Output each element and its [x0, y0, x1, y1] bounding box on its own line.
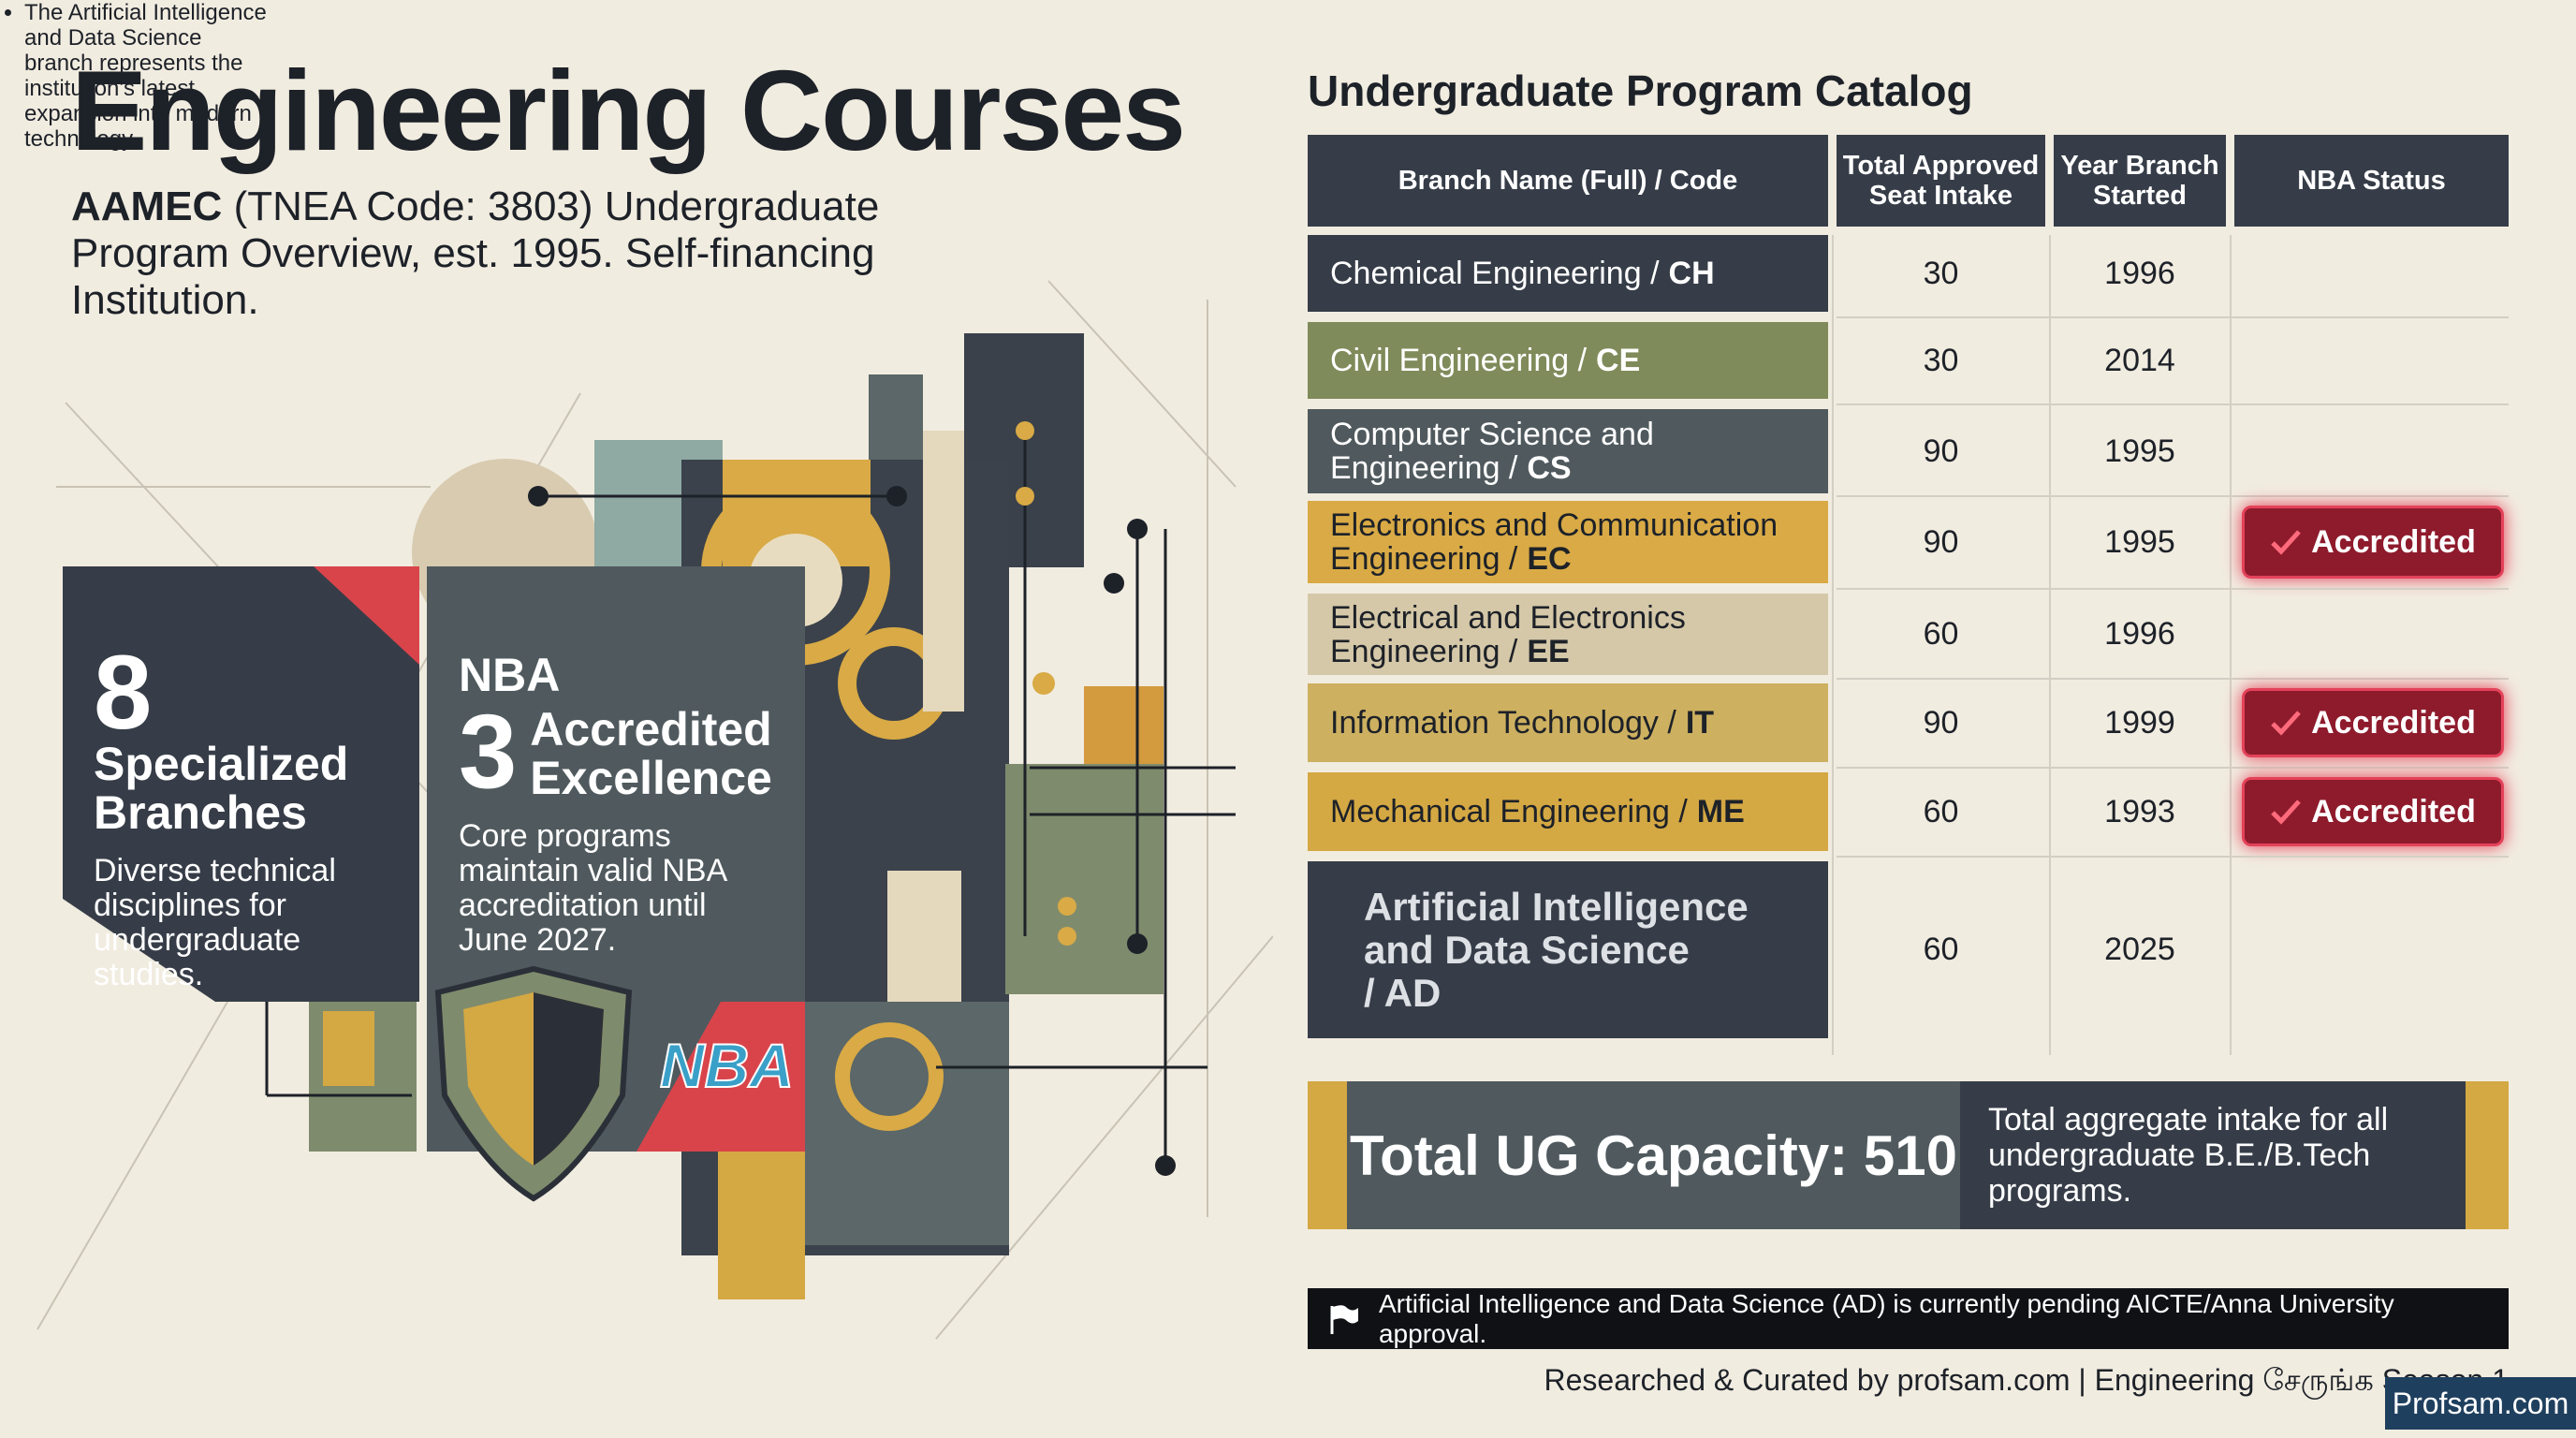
- branch-name: Artificial Intelligence and Data Science…: [1308, 861, 1828, 1038]
- check-icon: [2271, 800, 2301, 825]
- institution: AAMEC: [71, 183, 223, 229]
- year-started: 2025: [2104, 932, 2175, 967]
- branch-label: Mechanical Engineering / ME: [1330, 795, 1745, 829]
- branch-name: Electrical and Electronics Engineering /…: [1308, 594, 1828, 675]
- year-started: 1999: [2104, 704, 2175, 741]
- card-heading: Accredited Excellence: [530, 703, 772, 804]
- nba-badge: Accredited: [2242, 506, 2504, 579]
- branch-full-name: Computer Science and Engineering /: [1330, 417, 1654, 486]
- branch-full-name: Information Technology /: [1330, 705, 1676, 741]
- branch-name: Mechanical Engineering / ME: [1308, 772, 1828, 851]
- branch-name: Computer Science and Engineering / CS: [1308, 409, 1828, 493]
- row-line: [1837, 856, 2509, 858]
- branch-label: Information Technology / IT: [1330, 706, 1714, 740]
- branches-card: 8 Specialized Branches Diverse technical…: [94, 634, 402, 992]
- branch-code: EC: [1527, 541, 1572, 577]
- row-line: [1837, 404, 2509, 405]
- total-box: Total UG Capacity: 510 Total aggregate i…: [1308, 1081, 2509, 1229]
- seat-intake: 30: [1923, 342, 1959, 378]
- divider: [2230, 235, 2232, 1055]
- card-number: 8: [94, 634, 153, 751]
- branch-note: The Artificial Intelligence and Data Sci…: [0, 0, 267, 158]
- branch-code: CS: [1527, 450, 1572, 486]
- branch-full-name: Mechanical Engineering /: [1330, 794, 1688, 829]
- column-header: Total Approved Seat Intake: [1837, 135, 2045, 227]
- branch-code: AD: [1383, 970, 1442, 1015]
- branch-full-name: Civil Engineering /: [1330, 343, 1588, 378]
- branch-label: Computer Science and Engineering / CS: [1330, 418, 1828, 485]
- branch-code: CH: [1668, 256, 1715, 291]
- seat-intake: 60: [1923, 793, 1959, 829]
- branch-name: Chemical Engineering / CH: [1308, 235, 1828, 312]
- branch-code: EE: [1527, 633, 1570, 669]
- total-text: Total aggregate intake for all undergrad…: [1960, 1081, 2466, 1229]
- seat-intake: 30: [1923, 255, 1959, 291]
- row-line: [1837, 495, 2509, 497]
- branch-label: Chemical Engineering / CH: [1330, 257, 1715, 290]
- column-header: NBA Status: [2234, 135, 2509, 227]
- branch-code: ME: [1696, 794, 1745, 829]
- column-header: Branch Name (Full) / Code: [1308, 135, 1828, 227]
- branch-code: CE: [1596, 343, 1641, 378]
- divider: [1832, 235, 1834, 1055]
- seat-intake: 60: [1923, 932, 1959, 967]
- flag-icon: [1330, 1304, 1358, 1334]
- subtitle-text: (TNEA Code: 3803) Undergraduate Program …: [71, 183, 880, 323]
- card-text: Diverse technical disciplines for underg…: [94, 853, 336, 992]
- row-line: [1837, 678, 2509, 680]
- nba-logo: NBA: [659, 1030, 795, 1101]
- year-started: 1993: [2104, 793, 2175, 829]
- seat-intake: 90: [1923, 704, 1959, 741]
- branch-name: Civil Engineering / CE: [1308, 322, 1828, 399]
- branch-name: Information Technology / IT: [1308, 683, 1828, 762]
- subtitle: AAMEC (TNEA Code: 3803) Undergraduate Pr…: [71, 183, 970, 324]
- branch-full-name: Artificial Intelligence and Data Science…: [1364, 884, 1749, 1015]
- brand-badge: Profsam.com: [2385, 1377, 2576, 1430]
- card-number: 3: [459, 693, 518, 810]
- page-title: Engineering Courses: [71, 47, 1186, 174]
- card-heading: Specialized Branches: [94, 738, 349, 839]
- branch-full-name: Electronics and Communication Engineerin…: [1330, 507, 1778, 577]
- notice-bar: Artificial Intelligence and Data Science…: [1308, 1288, 2509, 1349]
- nba-badge: Accredited: [2242, 777, 2504, 846]
- row-line: [1837, 588, 2509, 590]
- column-header: Year Branch Started: [2054, 135, 2226, 227]
- decorative-art: [37, 280, 1273, 1340]
- row-line: [1837, 767, 2509, 769]
- note-text: The Artificial Intelligence and Data Sci…: [24, 0, 267, 152]
- nba-badge: Accredited: [2242, 688, 2504, 757]
- total-label: Total UG Capacity: 510: [1347, 1081, 1960, 1229]
- branch-full-name: Electrical and Electronics Engineering /: [1330, 599, 1686, 669]
- branch-name: Electronics and Communication Engineerin…: [1308, 501, 1828, 583]
- credit: Researched & Curated by profsam.com | En…: [1544, 1363, 2509, 1397]
- check-icon: [2271, 530, 2301, 555]
- seat-intake: 60: [1923, 616, 1959, 652]
- branch-full-name: Chemical Engineering /: [1330, 256, 1660, 291]
- year-started: 1995: [2104, 523, 2175, 560]
- year-started: 1996: [2104, 616, 2175, 652]
- check-icon: [2271, 711, 2301, 736]
- seat-intake: 90: [1923, 523, 1959, 560]
- year-started: 1995: [2104, 433, 2175, 469]
- branch-label: Artificial Intelligence and Data Science…: [1364, 884, 1772, 1015]
- card-text: Core programs maintain valid NBA accredi…: [459, 818, 726, 958]
- branch-code: IT: [1685, 705, 1715, 741]
- card-label: NBA: [459, 649, 561, 701]
- program-table: Branch Name (Full) / Code Total Approved …: [0, 0, 2576, 1055]
- seat-intake: 90: [1923, 433, 1959, 469]
- notice-text: Artificial Intelligence and Data Science…: [1378, 1288, 2394, 1348]
- year-started: 1996: [2104, 255, 2175, 291]
- nba-card: NBA 3 Accredited Excellence Core program…: [459, 651, 777, 958]
- branch-label: Civil Engineering / CE: [1330, 344, 1640, 377]
- row-line: [1837, 316, 2509, 318]
- table-title: Undergraduate Program Catalog: [1308, 66, 1973, 115]
- divider: [2049, 235, 2051, 1055]
- year-started: 2014: [2104, 342, 2175, 378]
- branch-label: Electronics and Communication Engineerin…: [1330, 508, 1828, 576]
- branch-label: Electrical and Electronics Engineering /…: [1330, 601, 1828, 668]
